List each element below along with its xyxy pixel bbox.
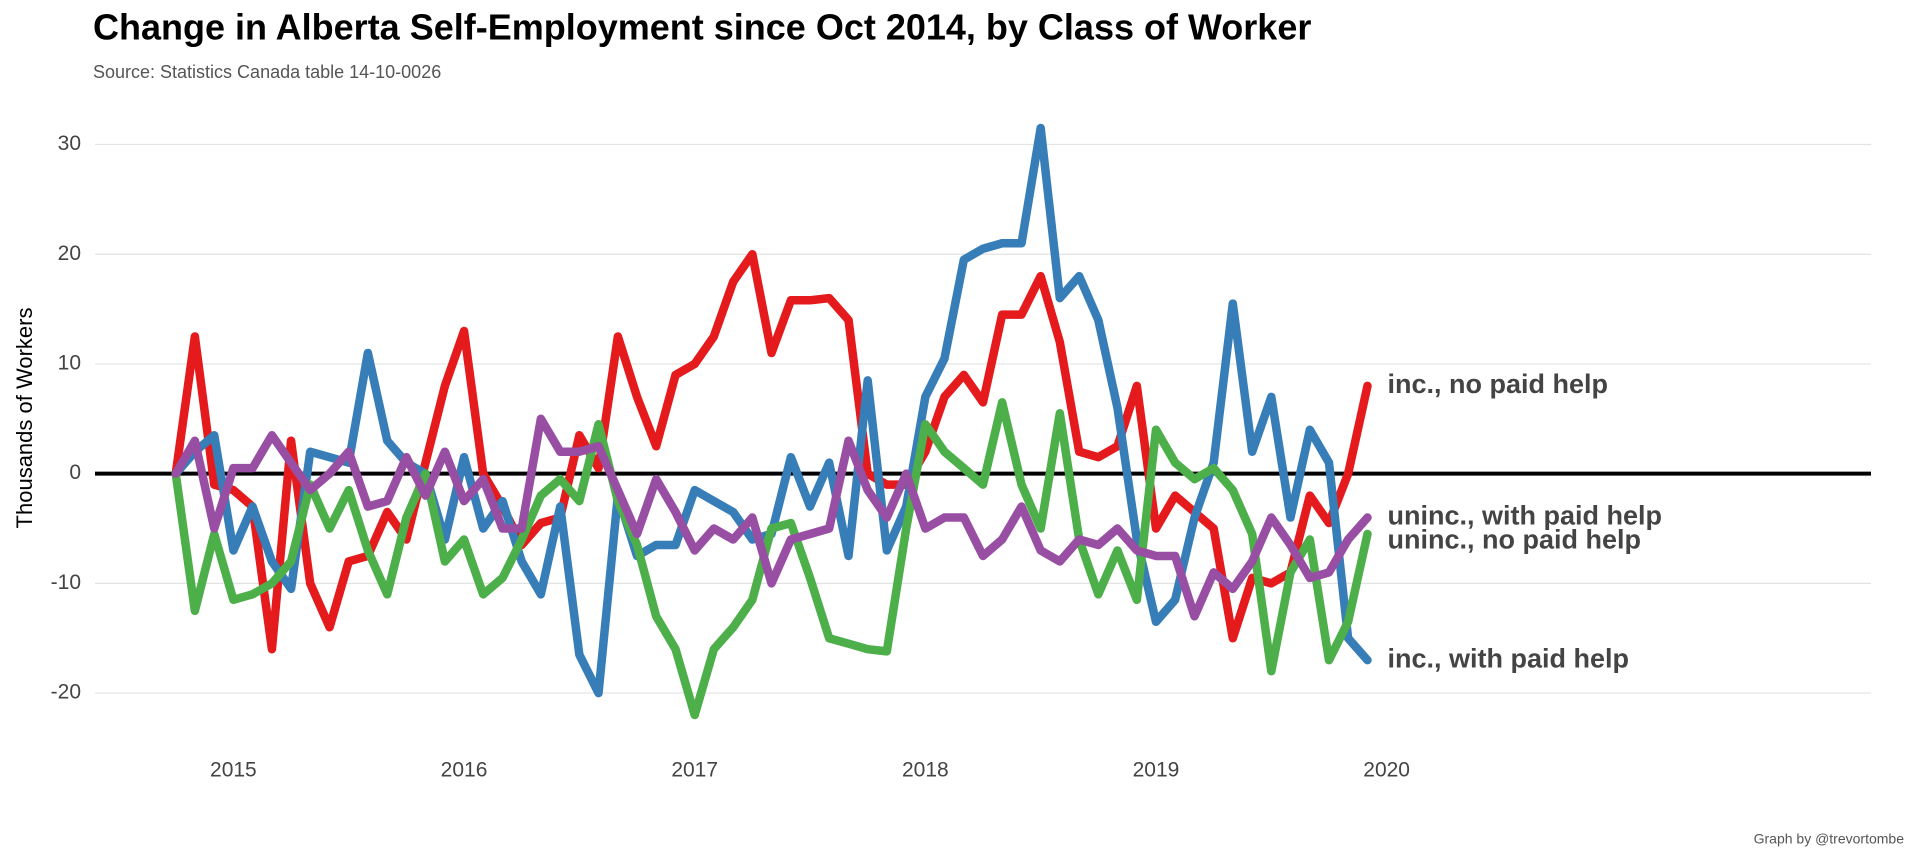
series-label: uninc., with paid help bbox=[1387, 501, 1662, 531]
y-tick-label: 20 bbox=[58, 242, 81, 265]
y-tick-label: -20 bbox=[51, 681, 81, 704]
x-tick-label: 2017 bbox=[671, 759, 718, 782]
series-label: inc., no paid help bbox=[1387, 369, 1608, 399]
y-tick-label: 0 bbox=[69, 461, 81, 484]
series-label: inc., with paid help bbox=[1387, 643, 1629, 673]
x-tick-label: 2018 bbox=[902, 759, 949, 782]
chart-subtitle: Source: Statistics Canada table 14-10-00… bbox=[93, 62, 441, 82]
x-tick-label: 2016 bbox=[441, 759, 488, 782]
chart-title: Change in Alberta Self-Employment since … bbox=[93, 7, 1311, 48]
y-tick-label: 30 bbox=[58, 132, 81, 155]
x-tick-label: 2019 bbox=[1133, 759, 1180, 782]
y-tick-label: 10 bbox=[58, 351, 81, 374]
y-axis-title: Thousands of Workers bbox=[12, 308, 37, 529]
series-line bbox=[171, 249, 1372, 654]
y-tick-label: -10 bbox=[51, 571, 81, 594]
x-tick-label: 2015 bbox=[210, 759, 257, 782]
series-line bbox=[171, 398, 1372, 720]
caption: Graph by @trevortombe bbox=[1754, 831, 1905, 847]
series-label: uninc., no paid help bbox=[1387, 525, 1641, 555]
series-line bbox=[171, 414, 1372, 621]
x-tick-label: 2020 bbox=[1363, 759, 1410, 782]
